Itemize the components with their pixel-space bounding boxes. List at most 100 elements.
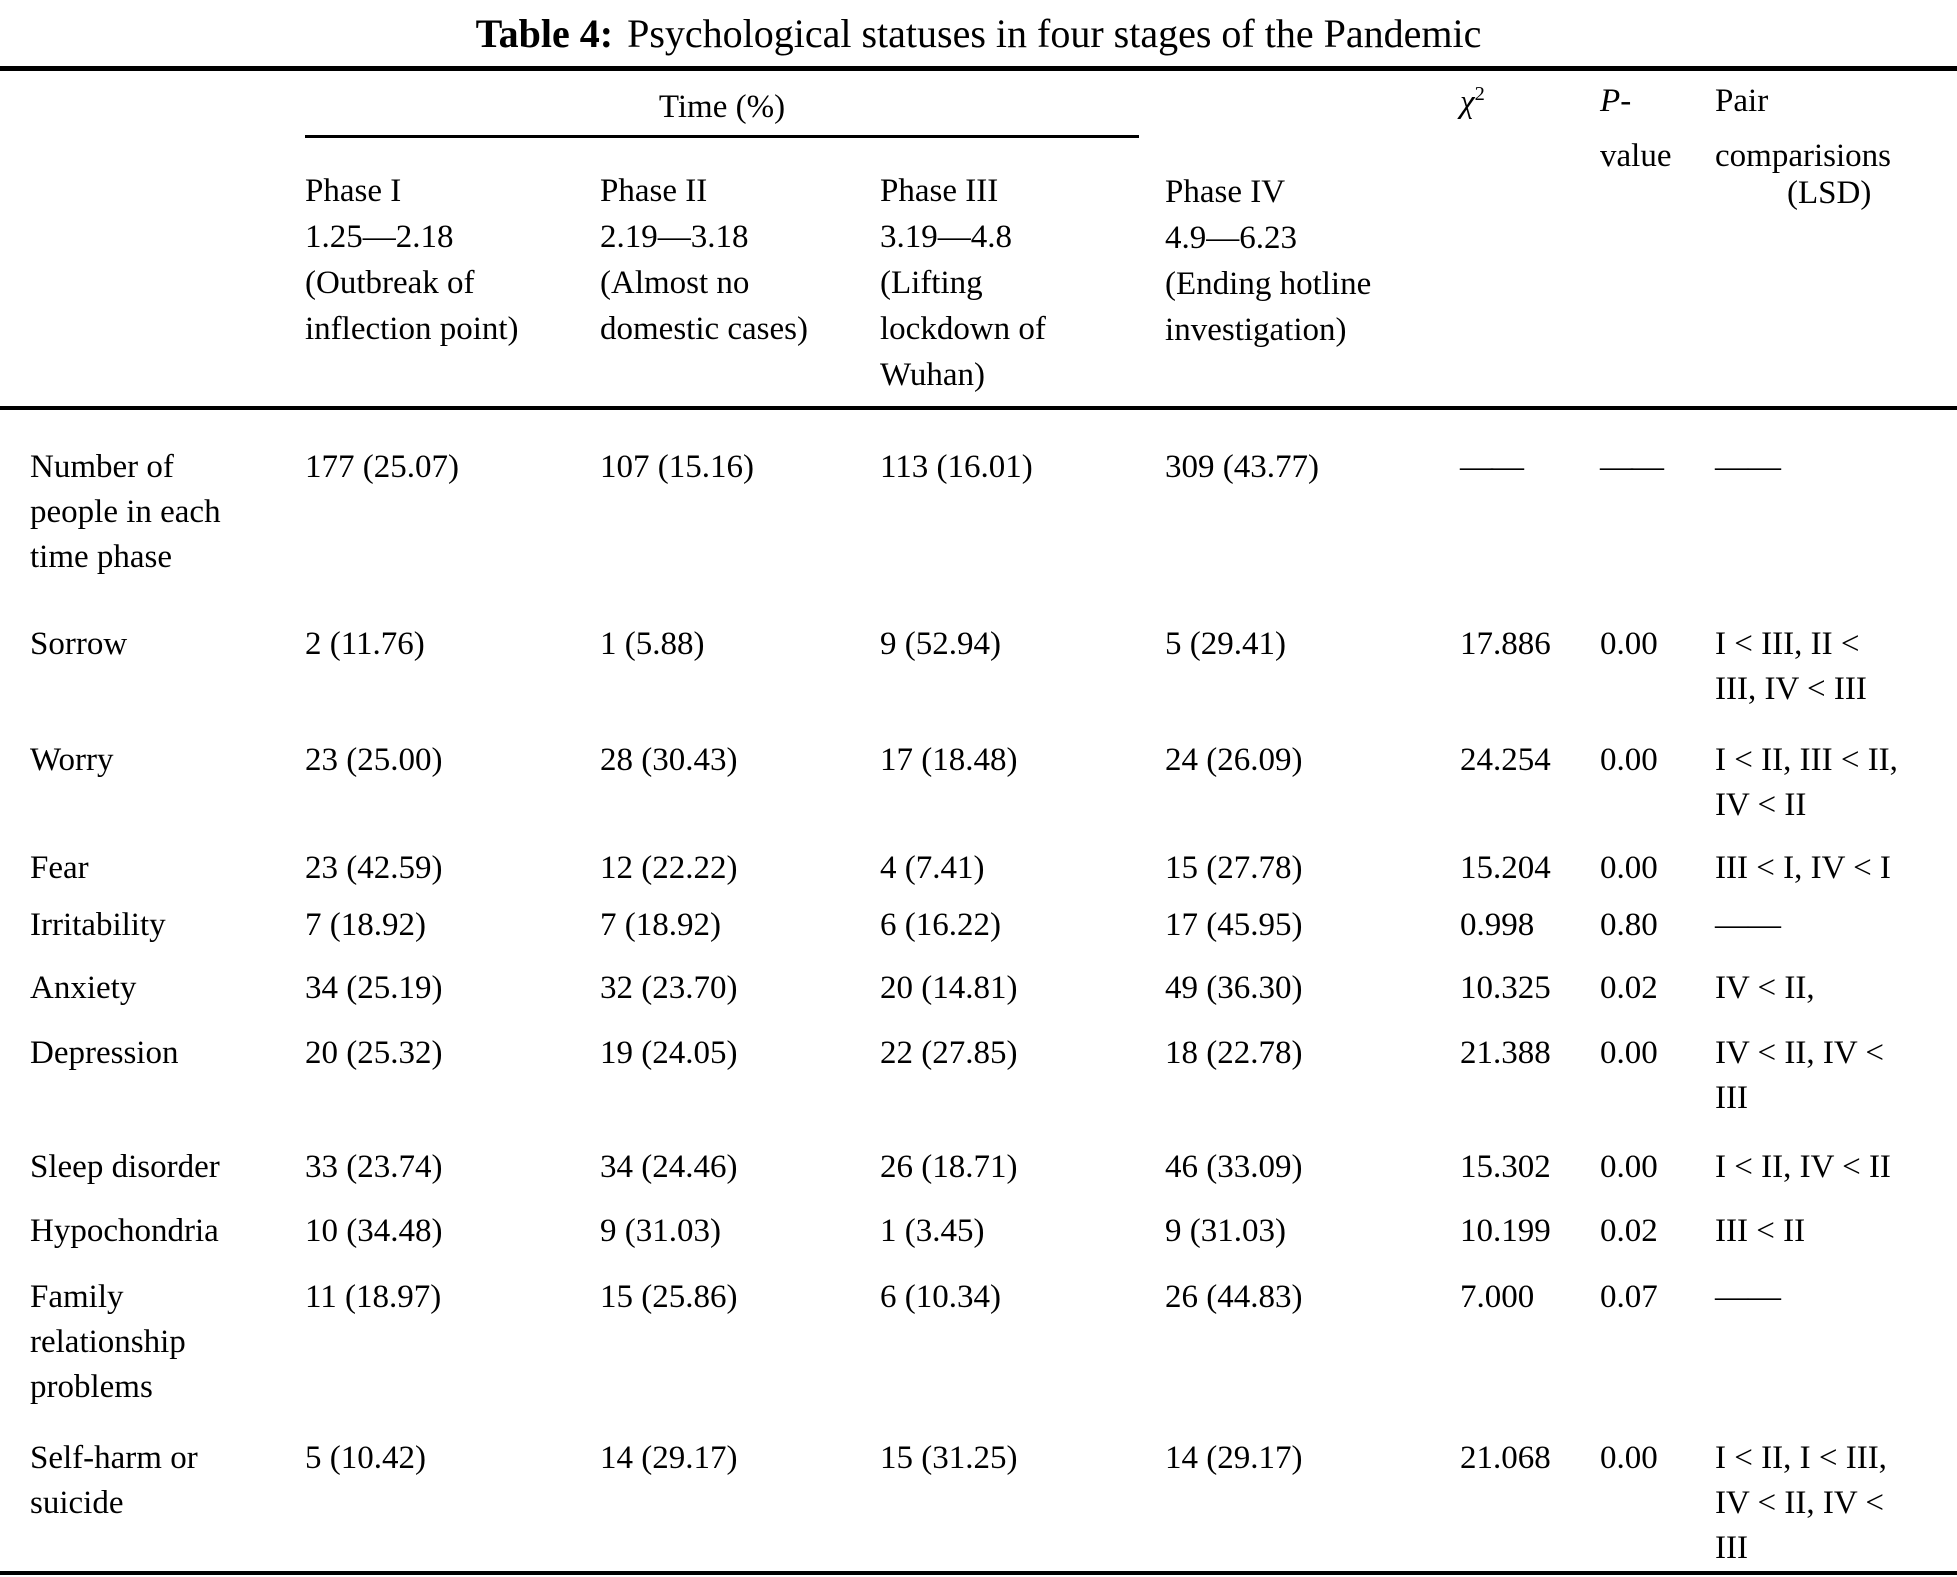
chi2-cell: 10.199 bbox=[1460, 1213, 1551, 1249]
phase4-cell: 17 (45.95) bbox=[1165, 907, 1303, 943]
chi2-cell: 7.000 bbox=[1460, 1279, 1535, 1315]
text-line: Hypochondria bbox=[30, 1213, 219, 1249]
pair-cell: I < III, II < III, IV < III bbox=[1715, 580, 1957, 712]
phase2-cell: 12 (22.22) bbox=[600, 850, 738, 886]
pvalue-cell: 0.00 bbox=[1600, 1035, 1658, 1071]
text-line: III < I, IV < I bbox=[1715, 850, 1891, 886]
phase4-cell: 5 (29.41) bbox=[1165, 626, 1287, 662]
text-line: —— bbox=[1715, 907, 1782, 943]
pair-cell: III < I, IV < I bbox=[1715, 828, 1957, 891]
text-line: Wuhan) bbox=[880, 357, 985, 393]
phase3-cell: 17 (18.48) bbox=[880, 742, 1018, 778]
table-body: Number of people in each time phase 177 (25… bbox=[0, 408, 1957, 1573]
table-row: Irritability 7 (18.92) 7 (18.92) 6 (16.22) 1… bbox=[0, 891, 1957, 948]
phase3-cell: 113 (16.01) bbox=[880, 449, 1033, 485]
text-line: (Almost no bbox=[600, 265, 750, 301]
text-line: 2.19—3.18 bbox=[600, 219, 749, 255]
phase1-cell: 10 (34.48) bbox=[305, 1213, 443, 1249]
text-line: 4.9—6.23 bbox=[1165, 220, 1298, 256]
text-line: I < II, IV < II bbox=[1715, 1149, 1891, 1185]
phase1-cell: 34 (25.19) bbox=[305, 970, 443, 1006]
text-line: Depression bbox=[30, 1035, 179, 1071]
phase4-cell: 49 (36.30) bbox=[1165, 970, 1303, 1006]
phase3-cell: 22 (27.85) bbox=[880, 1035, 1018, 1071]
text-line: (Lifting bbox=[880, 265, 983, 301]
row-label: Sleep disorder bbox=[0, 1121, 305, 1190]
phase1-cell: 23 (42.59) bbox=[305, 850, 443, 886]
chi2-cell: 10.325 bbox=[1460, 970, 1551, 1006]
pvalue-cell: 0.80 bbox=[1600, 907, 1658, 943]
row-label: Family relationship problems bbox=[0, 1254, 305, 1410]
table-caption-text: Psychological statuses in four stages of… bbox=[627, 11, 1482, 56]
text-line: people in each bbox=[30, 494, 221, 530]
text-line: suicide bbox=[30, 1485, 124, 1521]
phase1-cell: 20 (25.32) bbox=[305, 1035, 443, 1071]
pair-cell: I < II, IV < II bbox=[1715, 1121, 1957, 1190]
text-line: Anxiety bbox=[30, 970, 137, 1006]
phase2-cell: 9 (31.03) bbox=[600, 1213, 721, 1249]
phase1-cell: 177 (25.07) bbox=[305, 449, 459, 485]
row-label: Irritability bbox=[0, 891, 305, 948]
phase4-cell: 14 (29.17) bbox=[1165, 1440, 1303, 1476]
row-label: Self-harm or suicide bbox=[0, 1410, 305, 1573]
phase1-cell: 33 (23.74) bbox=[305, 1149, 443, 1185]
pair-cell: III < II bbox=[1715, 1190, 1957, 1254]
pvalue-cell: 0.00 bbox=[1600, 742, 1658, 778]
text-line: Fear bbox=[30, 850, 89, 886]
phase1-cell: 5 (10.42) bbox=[305, 1440, 426, 1476]
phase4-cell: 9 (31.03) bbox=[1165, 1213, 1287, 1249]
phase2-cell: 7 (18.92) bbox=[600, 907, 721, 943]
text-line: I < II, III < II, bbox=[1715, 742, 1898, 778]
phase3-cell: 6 (10.34) bbox=[880, 1279, 1001, 1315]
phase1-cell: 23 (25.00) bbox=[305, 742, 443, 778]
row-label: Fear bbox=[0, 828, 305, 891]
text-line: IV < II, IV < bbox=[1715, 1035, 1884, 1071]
text-line: —— bbox=[1715, 449, 1782, 485]
chi2-cell: 15.204 bbox=[1460, 850, 1551, 886]
table-row: Sleep disorder 33 (23.74) 34 (24.46) 26 (18… bbox=[0, 1121, 1957, 1190]
phase2-cell: 28 (30.43) bbox=[600, 742, 738, 778]
text-line: 1.25—2.18 bbox=[305, 219, 454, 255]
row-label: Anxiety bbox=[0, 948, 305, 1011]
pair-header-line3: (LSD) bbox=[1787, 175, 1872, 211]
table-row: Number of people in each time phase 177 (25… bbox=[0, 408, 1957, 580]
header-row: Time (%) Phase I 1.25—2.18 (Outbreak of inf… bbox=[0, 68, 1957, 410]
phase4-cell: 46 (33.09) bbox=[1165, 1149, 1303, 1185]
table-row: Self-harm or suicide 5 (10.42) 14 (29.17) 15… bbox=[0, 1410, 1957, 1573]
phase3-header: Phase III 3.19—4.8 (Lifting lockdown of Wuha… bbox=[880, 168, 1165, 398]
text-line: problems bbox=[30, 1369, 153, 1405]
pair-header-line2: comparisions bbox=[1715, 138, 1892, 174]
p-value-header-line1: P- bbox=[1600, 83, 1632, 119]
pvalue-cell: 0.00 bbox=[1600, 1149, 1658, 1185]
time-header-label: Time (%) bbox=[658, 89, 786, 125]
phase3-cell: 20 (14.81) bbox=[880, 970, 1018, 1006]
pvalue-cell: —— bbox=[1600, 449, 1664, 485]
row-label: Depression bbox=[0, 1011, 305, 1121]
text-line: Phase IV bbox=[1165, 174, 1286, 210]
table-row: Family relationship problems 11 (18.97) 15 (… bbox=[0, 1254, 1957, 1410]
text-line: III bbox=[1715, 1080, 1748, 1116]
text-line: investigation) bbox=[1165, 312, 1347, 348]
table-row: Fear 23 (42.59) 12 (22.22) 4 (7.41) 15 (27.7… bbox=[0, 828, 1957, 891]
table-row: Anxiety 34 (25.19) 32 (23.70) 20 (14.81) 49 … bbox=[0, 948, 1957, 1011]
phase3-cell: 9 (52.94) bbox=[880, 626, 1001, 662]
pair-cell: IV < II, bbox=[1715, 948, 1957, 1011]
text-line: III < II bbox=[1715, 1213, 1806, 1249]
phase2-cell: 32 (23.70) bbox=[600, 970, 738, 1006]
time-group-header: Time (%) Phase I 1.25—2.18 (Outbreak of inf… bbox=[305, 68, 1166, 410]
phase2-cell: 107 (15.16) bbox=[600, 449, 754, 485]
pvalue-cell: 0.00 bbox=[1600, 626, 1658, 662]
phase4-cell: 18 (22.78) bbox=[1165, 1035, 1303, 1071]
table-row: Depression 20 (25.32) 19 (24.05) 22 (27.85)… bbox=[0, 1011, 1957, 1121]
phase4-cell: 26 (44.83) bbox=[1165, 1279, 1303, 1315]
phase3-cell: 4 (7.41) bbox=[880, 850, 985, 886]
table-caption: Table 4: Psychological statuses in four s… bbox=[0, 10, 1957, 58]
pair-cell: I < II, III < II, IV < II bbox=[1715, 712, 1957, 828]
chi2-cell: 21.388 bbox=[1460, 1035, 1551, 1071]
text-line: Phase II bbox=[600, 173, 708, 209]
chi2-cell: 21.068 bbox=[1460, 1440, 1551, 1476]
table-row: Hypochondria 10 (34.48) 9 (31.03) 1 (3.45) 9… bbox=[0, 1190, 1957, 1254]
phase4-cell: 309 (43.77) bbox=[1165, 449, 1320, 485]
table-row: Sorrow 2 (11.76) 1 (5.88) 9 (52.94) 5 (29.41… bbox=[0, 580, 1957, 712]
text-line: Number of bbox=[30, 449, 174, 485]
